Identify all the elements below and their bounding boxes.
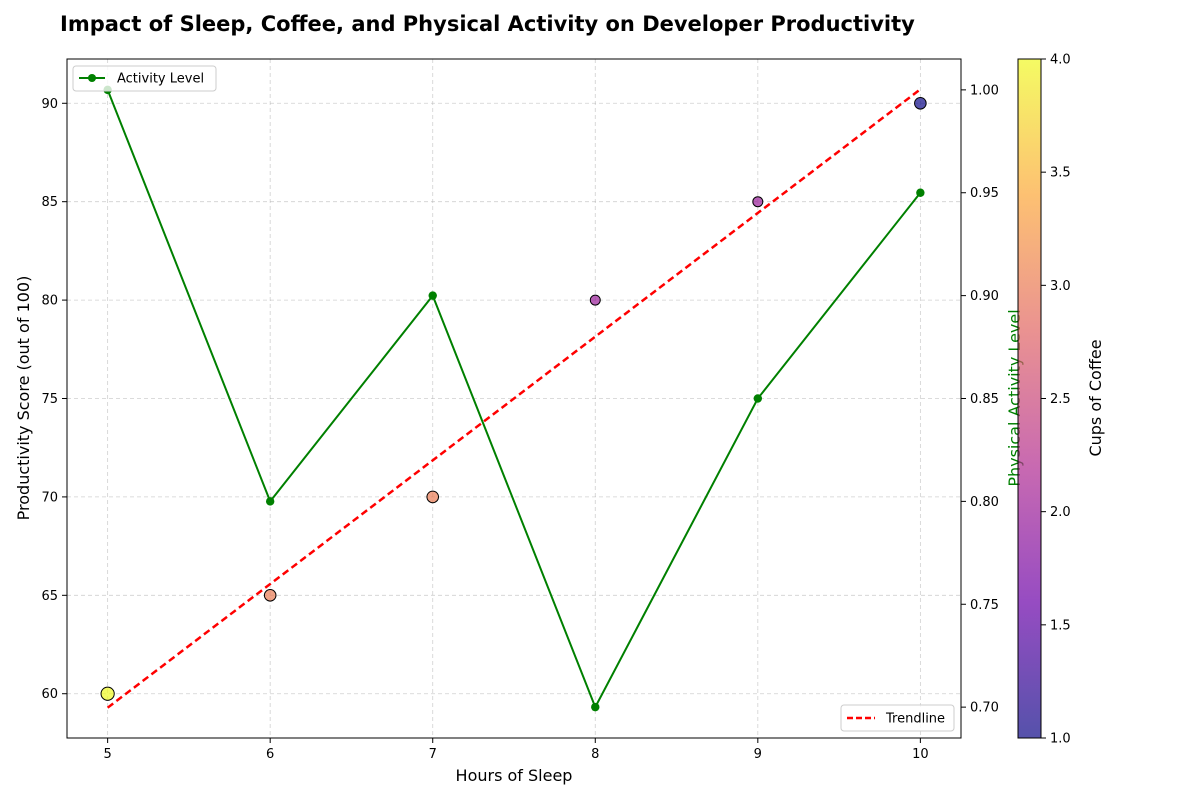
y-tick-label: 75 [41,392,58,407]
scatter-point [589,294,601,306]
x-tick-label: 10 [912,747,929,762]
trendline [106,88,922,709]
chart-title: Impact of Sleep, Coffee, and Physical Ac… [60,12,915,36]
legend-trendline: Trendline [840,704,955,732]
colorbar-tick-label: 2.0 [1050,505,1071,520]
y2-tick-label: 0.75 [970,598,999,613]
activity-line [106,89,922,710]
colorbar-tick-label: 3.5 [1050,166,1071,181]
y-tick-label: 65 [41,589,58,604]
activity-point [591,702,600,712]
axis-ticks: 5 6 7 8 9 10 60 65 70 75 80 85 90 0.70 0.75 0.80 0.85 0.9… [41,83,999,762]
x-tick-label: 5 [103,747,111,762]
legend-trendline-box [840,704,955,732]
scatter-point [100,686,115,701]
x-tick-label: 8 [591,747,599,762]
scatter-point [263,589,277,602]
colorbar-label: Cups of Coffee [1086,339,1105,456]
y2-tick-label: 0.85 [970,392,999,407]
activity-point [916,188,925,197]
y-tick-label: 85 [41,195,58,210]
y2-tick-label: 0.95 [970,186,999,201]
scatter-point [752,196,764,208]
legend-trendline-label: Trendline [885,712,945,727]
activity-point [265,497,275,506]
y2-tick-label: 1.00 [970,83,999,98]
x-tick-label: 6 [266,747,274,762]
scatter-point [914,96,927,110]
y-tick-label: 90 [41,97,58,112]
colorbar-tick-label: 1.0 [1050,732,1071,747]
activity-point [753,394,763,403]
colorbar-ticks: 1.0 1.5 2.0 2.5 3.0 3.5 4.0 [1041,53,1071,747]
colorbar-tick-label: 1.5 [1050,618,1071,633]
y-tick-label: 70 [41,490,58,505]
legend-activity: Activity Level [72,65,217,92]
y2-tick-label: 0.80 [970,495,999,510]
x-tick-label: 7 [429,747,437,762]
activity-point [428,291,437,300]
y2-tick-label: 0.70 [970,701,999,716]
legend-activity-label: Activity Level [117,72,204,87]
colorbar [1018,59,1041,738]
y-tick-label: 80 [41,294,58,309]
scatter-point [426,490,440,504]
y2-tick-label: 0.90 [970,289,999,304]
y-tick-label: 60 [41,687,58,702]
x-axis-label: Hours of Sleep [456,766,573,785]
y-axis-label: Productivity Score (out of 100) [14,276,33,521]
colorbar-tick-label: 3.0 [1050,279,1071,294]
plot-area [100,85,927,712]
x-tick-label: 9 [754,747,762,762]
legend-activity-box [72,65,217,92]
colorbar-tick-label: 4.0 [1050,53,1071,68]
legend-activity-marker [88,74,96,82]
colorbar-tick-label: 2.5 [1050,392,1071,407]
